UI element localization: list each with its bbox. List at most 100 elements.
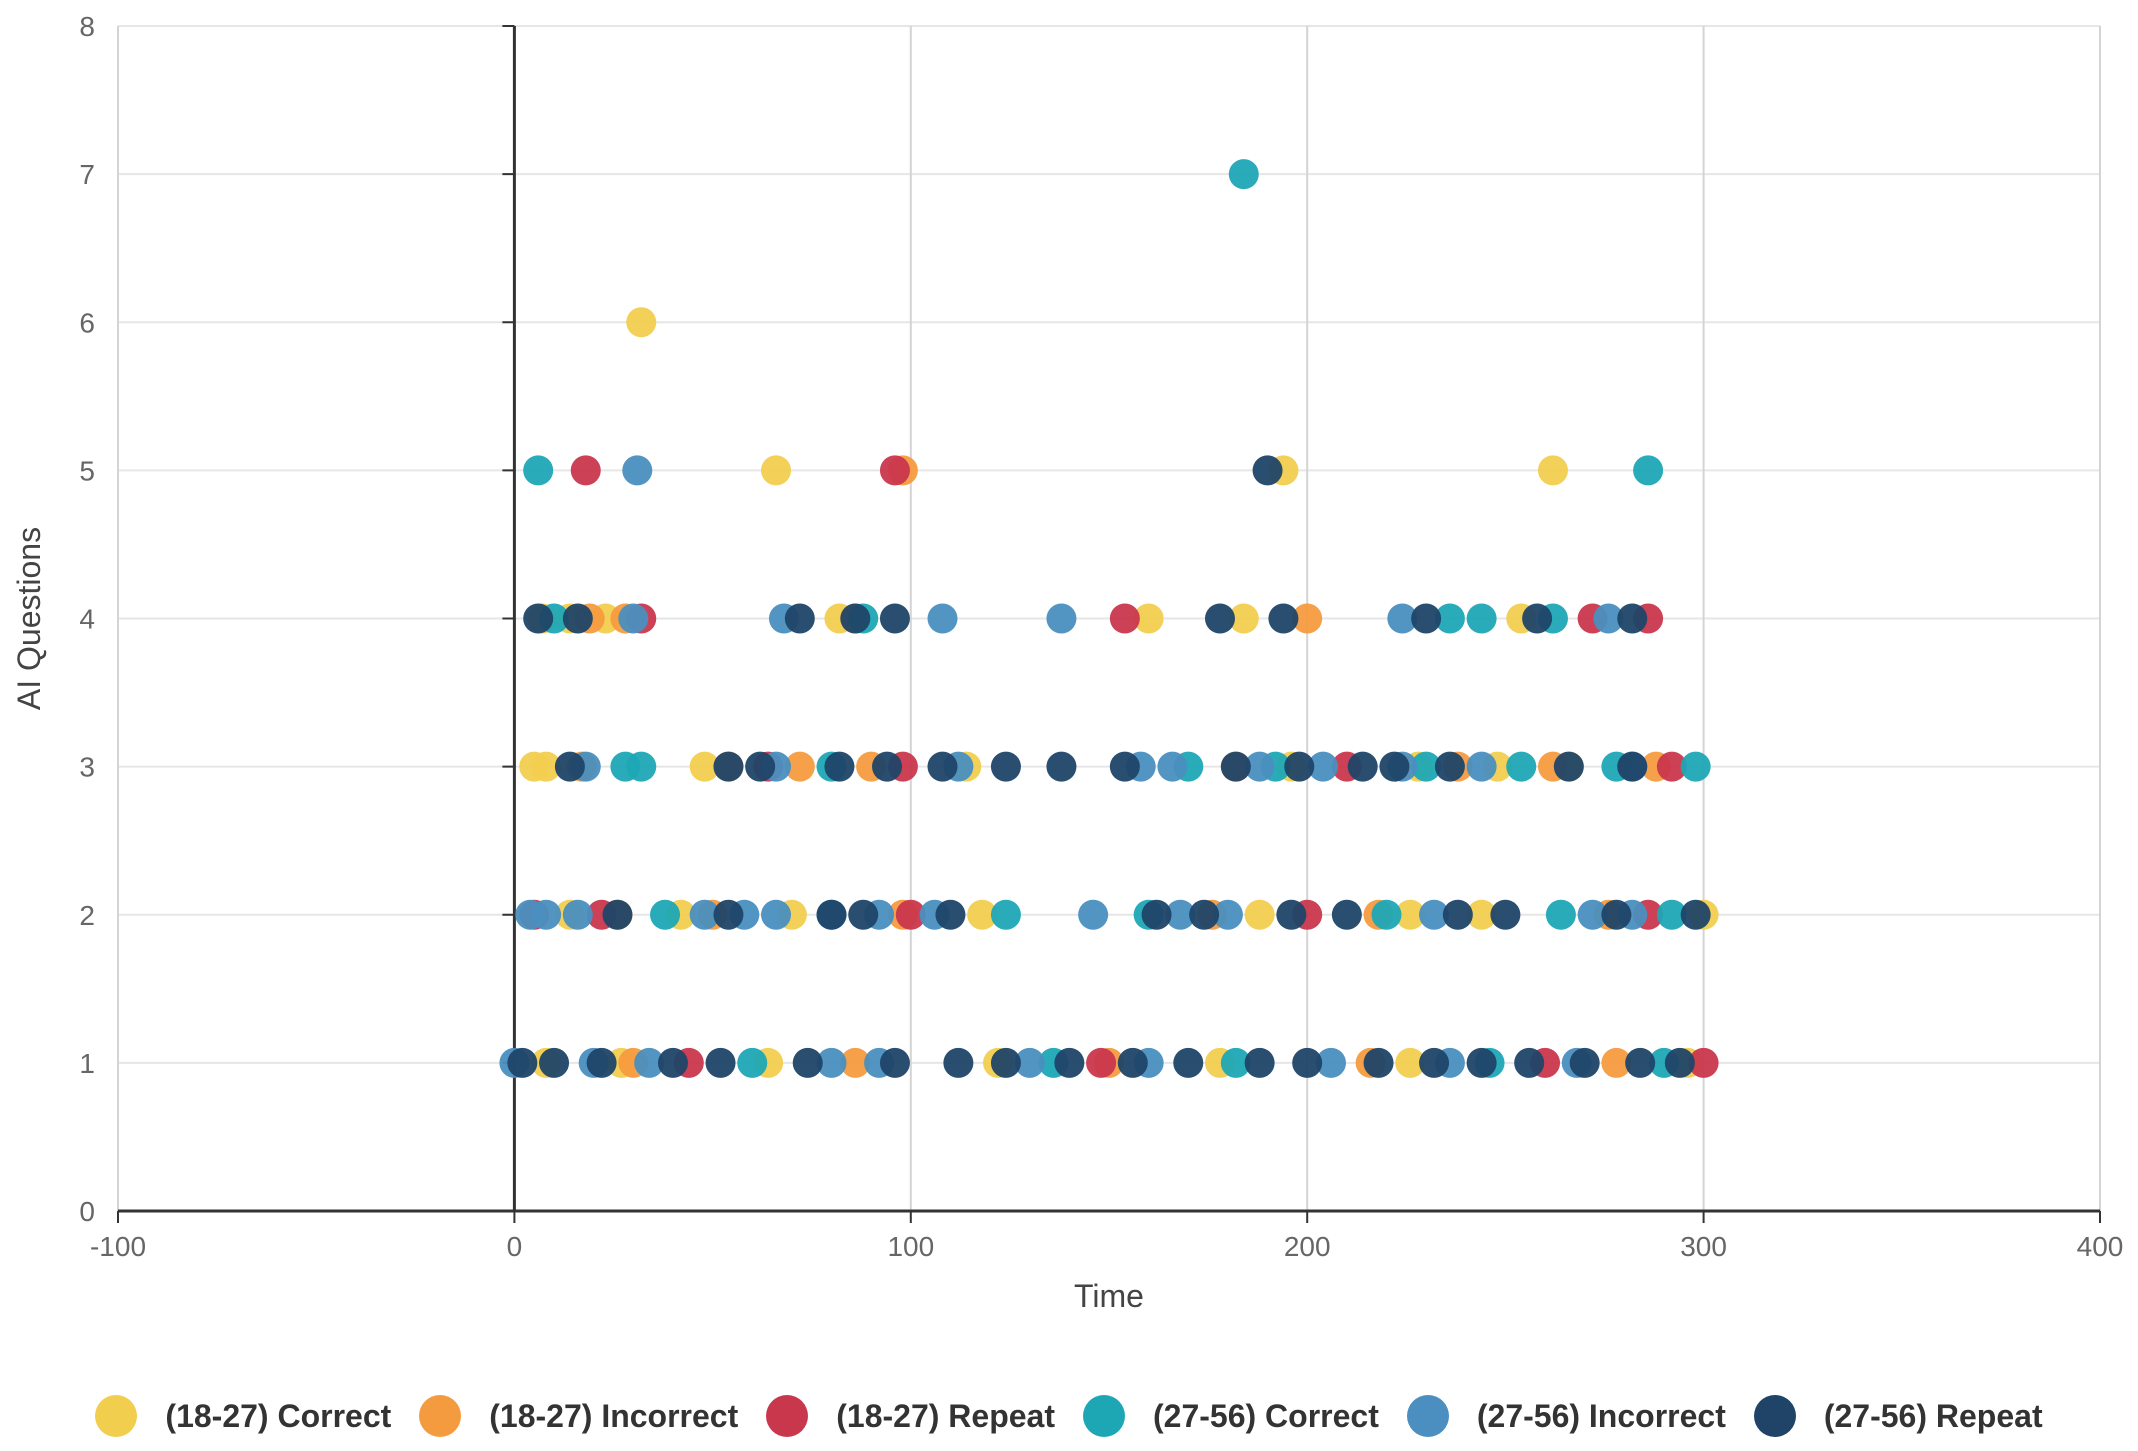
data-point[interactable] [1284,751,1315,782]
data-point[interactable] [1276,899,1307,930]
data-point[interactable] [1466,751,1497,782]
data-point[interactable] [1189,899,1220,930]
data-point[interactable] [1664,1047,1695,1078]
data-point[interactable] [1442,899,1473,930]
data-point[interactable] [1617,603,1648,634]
data-point[interactable] [1577,899,1608,930]
data-point[interactable] [1688,1047,1719,1078]
data-point[interactable] [1553,751,1584,782]
data-point[interactable] [1220,1047,1251,1078]
data-point[interactable] [784,603,815,634]
data-point[interactable] [586,1047,617,1078]
data-point[interactable] [1680,751,1711,782]
data-point[interactable] [570,455,601,486]
data-point[interactable] [626,751,657,782]
data-point[interactable] [1204,603,1235,634]
data-point[interactable] [1466,899,1497,930]
legend-item[interactable]: (27-56) Correct [1083,1395,1379,1437]
data-point[interactable] [990,751,1021,782]
data-point[interactable] [1506,751,1537,782]
data-point[interactable] [539,1047,570,1078]
data-point[interactable] [1379,751,1410,782]
data-point[interactable] [1490,899,1521,930]
data-point[interactable] [927,751,958,782]
data-point[interactable] [1212,899,1243,930]
data-point[interactable] [562,899,593,930]
data-point[interactable] [990,1047,1021,1078]
data-point[interactable] [1411,751,1442,782]
data-point[interactable] [943,1047,974,1078]
data-point[interactable] [745,751,776,782]
data-point[interactable] [1331,899,1362,930]
data-point[interactable] [1268,603,1299,634]
data-point[interactable] [523,603,554,634]
data-point[interactable] [1292,603,1323,634]
data-point[interactable] [1537,455,1568,486]
data-point[interactable] [1625,1047,1656,1078]
data-point[interactable] [879,1047,910,1078]
data-point[interactable] [816,1047,847,1078]
data-point[interactable] [1014,1047,1045,1078]
data-point[interactable] [523,455,554,486]
data-point[interactable] [562,603,593,634]
legend-item[interactable]: (18-27) Incorrect [419,1395,738,1437]
data-point[interactable] [1680,899,1711,930]
data-point[interactable] [895,899,926,930]
data-point[interactable] [848,899,879,930]
data-point[interactable] [1117,1047,1148,1078]
data-point[interactable] [1633,455,1664,486]
data-point[interactable] [1514,1047,1545,1078]
data-point[interactable] [1411,603,1442,634]
data-point[interactable] [824,751,855,782]
data-point[interactable] [1220,751,1251,782]
data-point[interactable] [1434,603,1465,634]
data-point[interactable] [626,307,657,338]
data-point[interactable] [618,603,649,634]
data-point[interactable] [689,751,720,782]
data-point[interactable] [1617,751,1648,782]
data-point[interactable] [634,1047,665,1078]
data-point[interactable] [1109,751,1140,782]
data-point[interactable] [967,899,998,930]
data-point[interactable] [1228,159,1259,190]
data-point[interactable] [1228,603,1259,634]
data-point[interactable] [927,603,958,634]
data-point[interactable] [1593,603,1624,634]
data-point[interactable] [840,603,871,634]
data-point[interactable] [1315,1047,1346,1078]
data-point[interactable] [1601,1047,1632,1078]
data-point[interactable] [1173,1047,1204,1078]
data-point[interactable] [1395,899,1426,930]
data-point[interactable] [1569,1047,1600,1078]
data-point[interactable] [1395,1047,1426,1078]
data-point[interactable] [1141,899,1172,930]
data-point[interactable] [1419,899,1450,930]
data-point[interactable] [1109,603,1140,634]
legend-item[interactable]: (18-27) Repeat [766,1395,1055,1437]
data-point[interactable] [737,1047,768,1078]
data-point[interactable] [1522,603,1553,634]
data-point[interactable] [689,899,720,930]
legend-item[interactable]: (18-27) Correct [95,1395,391,1437]
data-point[interactable] [1347,751,1378,782]
data-point[interactable] [792,1047,823,1078]
data-point[interactable] [935,899,966,930]
data-point[interactable] [1601,899,1632,930]
data-point[interactable] [784,751,815,782]
data-point[interactable] [602,899,633,930]
data-point[interactable] [872,751,903,782]
data-point[interactable] [1078,899,1109,930]
data-point[interactable] [713,751,744,782]
data-point[interactable] [622,455,653,486]
data-point[interactable] [1363,1047,1394,1078]
data-point[interactable] [1419,1047,1450,1078]
data-point[interactable] [1133,603,1164,634]
data-point[interactable] [1466,603,1497,634]
data-point[interactable] [1046,603,1077,634]
data-point[interactable] [1244,899,1275,930]
legend-item[interactable]: (27-56) Incorrect [1406,1395,1726,1437]
data-point[interactable] [1086,1047,1117,1078]
data-point[interactable] [879,603,910,634]
data-point[interactable] [990,899,1021,930]
data-point[interactable] [1656,899,1687,930]
